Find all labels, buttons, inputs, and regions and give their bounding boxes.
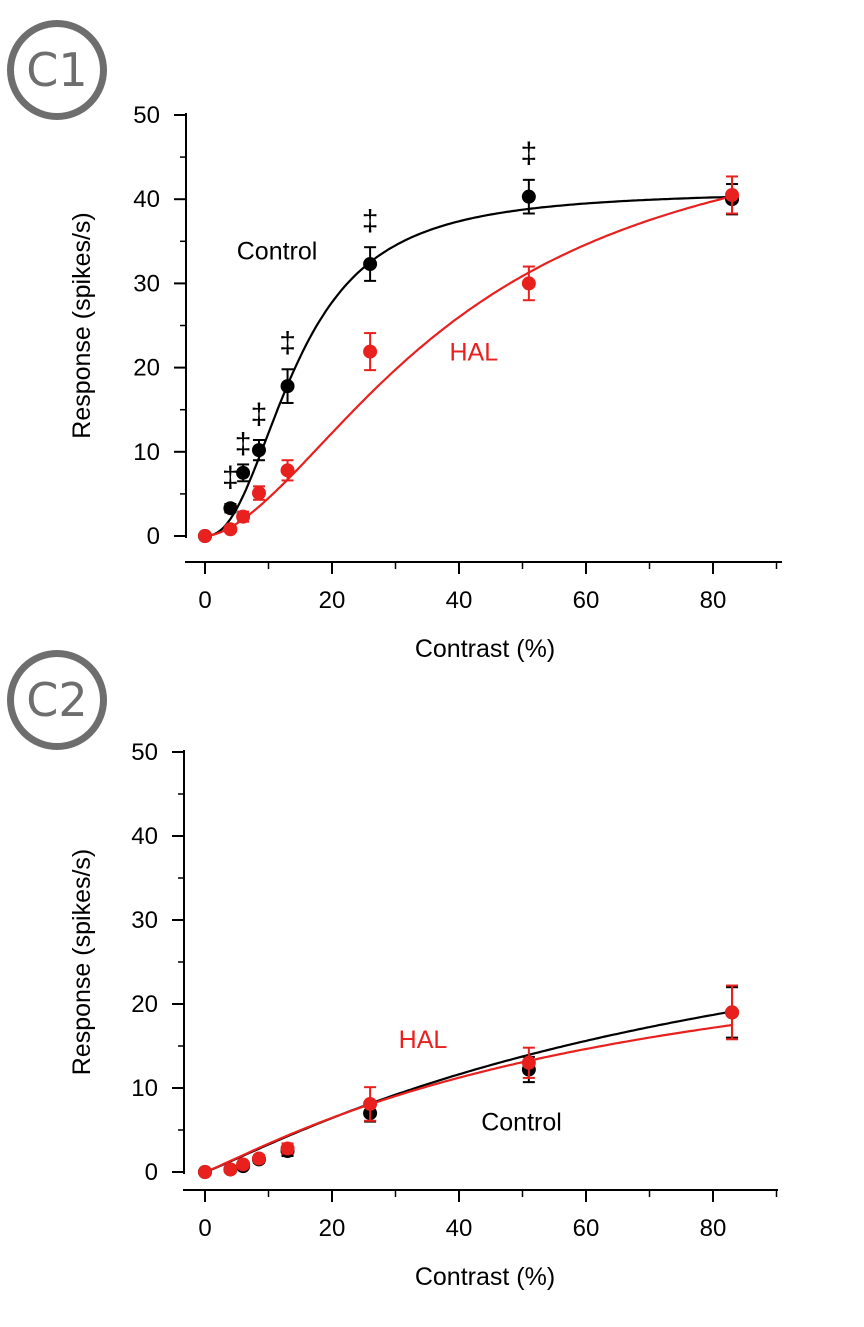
x-axis-title: Contrast (%) (415, 1263, 555, 1291)
data-point-control (521, 189, 536, 204)
y-tick-label: 50 (131, 739, 158, 766)
data-point-hal (236, 509, 251, 524)
y-tick-label: 20 (131, 991, 158, 1018)
fit-curve-hal (204, 1023, 733, 1174)
data-point-hal (363, 1096, 378, 1111)
y-tick-label: 50 (133, 102, 160, 129)
data-point-control (280, 379, 295, 394)
data-point-control (363, 257, 378, 272)
series-label: Control (481, 1108, 562, 1136)
significance-mark: ‡ (521, 137, 538, 170)
series-label: Control (237, 237, 318, 265)
chart-c1-svg: 0 10 20 30 40 50 0 20 40 60 80 Contrast (%) Response… (68, 102, 782, 663)
series-label: HAL (399, 1026, 448, 1054)
y-tick-label: 0 (145, 1159, 158, 1186)
x-tick-label: 60 (573, 587, 600, 614)
chart-panel-c2: C2 0 10 20 30 40 50 0 20 40 60 80 Contrast (%) Respo… (0, 630, 864, 1291)
significance-mark: ‡ (251, 398, 268, 431)
y-tick-label: 30 (133, 270, 160, 297)
data-point-hal (521, 276, 536, 291)
y-axis-title: Response (spikes/s) (68, 849, 96, 1075)
x-tick-label: 40 (446, 1215, 473, 1242)
series-label: HAL (449, 338, 498, 366)
panel-label-badge: C1 (7, 20, 107, 120)
significance-mark: ‡ (362, 204, 379, 237)
y-tick-label: 30 (131, 907, 158, 934)
x-tick-label: 80 (700, 587, 727, 614)
x-tick-label: 40 (446, 587, 473, 614)
data-point-control (223, 501, 238, 516)
data-point-hal (236, 1157, 251, 1172)
data-point-hal (725, 187, 740, 202)
data-point-hal (198, 1165, 212, 1179)
data-point-hal (223, 522, 238, 537)
chart-c2-svg: 0 10 20 30 40 50 0 20 40 60 80 Contrast (%) Response… (68, 739, 778, 1291)
x-axis-title: Contrast (%) (415, 635, 555, 663)
y-tick-label: 20 (133, 355, 160, 382)
y-tick-label: 40 (133, 186, 160, 213)
significance-mark: ‡ (222, 461, 239, 494)
data-point-hal (251, 1151, 266, 1166)
data-point-hal (280, 463, 295, 478)
data-point-hal (198, 529, 212, 543)
fit-curve-control (204, 195, 733, 538)
y-tick-label: 40 (131, 823, 158, 850)
data-point-hal (725, 1005, 740, 1020)
significance-mark: ‡ (235, 427, 252, 460)
y-tick-label: 10 (133, 439, 160, 466)
significance-mark: ‡ (279, 326, 296, 359)
data-point-control (251, 443, 266, 458)
y-axis-title: Response (spikes/s) (68, 212, 96, 438)
data-point-hal (280, 1141, 295, 1156)
panel-label-badge: C2 (7, 650, 107, 750)
data-point-hal (251, 486, 266, 501)
x-tick-label: 20 (319, 1215, 346, 1242)
y-tick-label: 0 (147, 523, 160, 550)
x-tick-label: 0 (198, 1215, 211, 1242)
y-tick-label: 10 (131, 1075, 158, 1102)
x-tick-label: 60 (573, 1215, 600, 1242)
x-tick-label: 0 (198, 587, 211, 614)
data-point-control (236, 465, 251, 480)
x-tick-label: 80 (700, 1215, 727, 1242)
data-point-hal (521, 1055, 536, 1070)
chart-panel-c1: C1 0 10 20 30 40 50 0 20 40 60 80 Contrast (%) Respo… (0, 0, 864, 663)
data-point-hal (363, 344, 378, 359)
x-tick-label: 20 (319, 587, 346, 614)
data-point-hal (223, 1162, 238, 1177)
